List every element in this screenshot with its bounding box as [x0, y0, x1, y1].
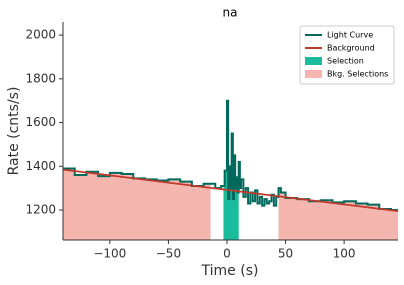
y-tick-label: 2000 [25, 28, 56, 42]
x-tick-label: 50 [278, 247, 293, 261]
lines [62, 99, 399, 213]
y-tick-label: 1200 [25, 203, 56, 217]
x-tick-label: −100 [93, 247, 126, 261]
y-axis-label: Rate (cnts/s) [6, 87, 22, 176]
legend-label: Selection [327, 57, 364, 66]
legend-label: Light Curve [327, 31, 373, 40]
legend-box [299, 25, 395, 85]
x-tick-label: −50 [156, 247, 181, 261]
y-tick-label: 1400 [25, 159, 56, 173]
legend-swatch [305, 57, 322, 65]
legend-swatch [305, 70, 322, 78]
chart-title: na [223, 6, 238, 20]
y-tick-label: 1600 [25, 115, 56, 129]
legend-label: Bkg. Selections [327, 70, 388, 79]
y-tick-label: 1800 [25, 71, 56, 85]
x-tick-label: 0 [223, 247, 231, 261]
region-fill [63, 168, 211, 240]
x-tick-label: 100 [333, 247, 356, 261]
region-fill [278, 188, 398, 240]
axes: −100 −50 0 50 100 1200 1400 1600 1800 2000 [25, 22, 398, 261]
legend: Light Curve Background Selection Bkg. Selec… [299, 25, 395, 85]
x-axis-label: Time (s) [201, 263, 259, 279]
legend-label: Background [327, 44, 375, 53]
background-line [62, 168, 399, 213]
